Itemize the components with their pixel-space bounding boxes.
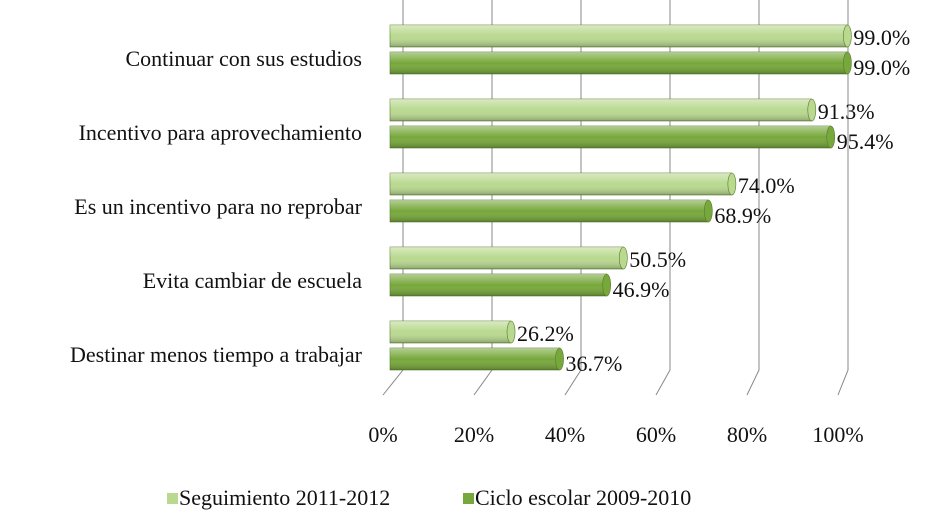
value-label: 95.4% [837,129,894,154]
bar-shade [390,25,848,47]
x-tick-label: 0% [368,422,397,447]
value-label: 68.9% [714,203,771,228]
bar-cap [727,172,737,196]
grid-line [564,0,582,396]
category-label: Es un incentivo para no reprobar [74,194,362,219]
value-label: 74.0% [738,173,795,198]
value-label: 50.5% [629,247,686,272]
x-tick-label: 40% [545,422,585,447]
legend-label: Seguimiento 2011-2012 [179,485,390,510]
bar-cap [506,320,516,344]
bar-cap [826,125,836,149]
value-label: 99.0% [853,25,910,50]
bar-shade [390,173,732,195]
bar-shade [390,200,709,222]
value-label: 91.3% [818,99,875,124]
bar-cap [555,347,564,371]
bar-shade [390,274,607,296]
bar-shade [390,247,624,269]
category-label: Continuar con sus estudios [126,46,363,71]
category-label: Destinar menos tiempo a trabajar [70,342,363,367]
x-tick-label: 20% [454,422,494,447]
x-tick-label: 80% [727,422,767,447]
bar-cap [619,246,628,270]
bar-cap [704,199,713,223]
bar-shade [390,99,812,121]
bar-shade [390,126,831,148]
value-label: 36.7% [566,351,623,376]
bar-shade [390,52,848,74]
category-label: Incentivo para aprovechamiento [79,120,362,145]
value-label: 99.0% [853,55,910,80]
category-label: Evita cambiar de escuela [143,268,363,293]
bar-shade [390,321,512,343]
bar-cap [843,24,852,48]
legend-swatch [463,493,474,504]
grid-line [746,0,760,396]
bar-cap [843,51,852,75]
bar-cap [602,273,611,297]
grid-line [655,0,671,396]
x-tick-label: 100% [812,422,863,447]
grid-line [837,0,849,396]
bar-shade [390,348,560,370]
value-label: 26.2% [517,321,574,346]
bar-cap [807,98,817,122]
legend-label: Ciclo escolar 2009-2010 [475,485,691,510]
legend-swatch [167,493,178,504]
x-tick-label: 60% [636,422,676,447]
value-label: 46.9% [613,277,670,302]
